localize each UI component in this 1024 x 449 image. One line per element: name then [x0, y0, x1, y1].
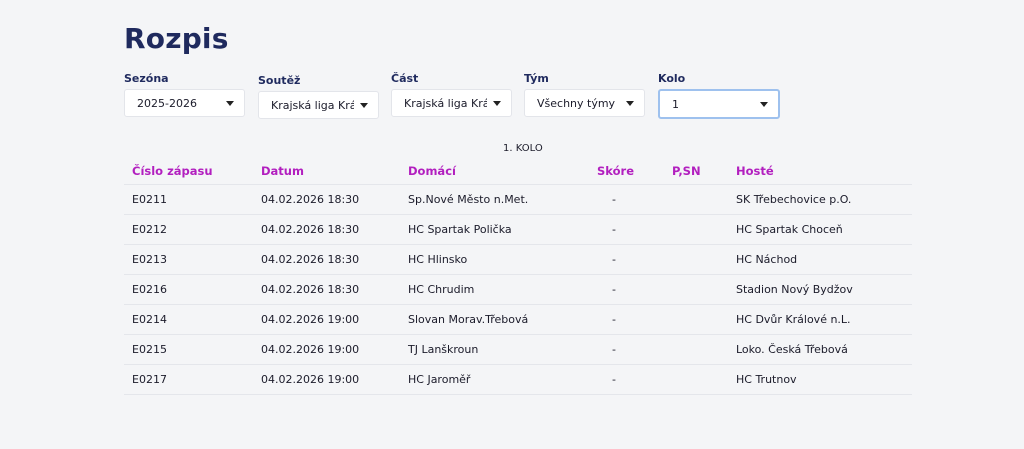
team-label: Tým [524, 72, 549, 85]
psn [672, 244, 736, 275]
home-team: HC Chrudim [408, 274, 597, 305]
away-team: SK Třebechovice p.O. [736, 184, 912, 215]
score: - [597, 304, 672, 335]
col-date[interactable]: Datum [261, 158, 408, 185]
season-value: 2025-2026 [137, 96, 197, 110]
psn [672, 214, 736, 245]
schedule-table: Číslo zápasu Datum Domácí Skóre P,SN Hos… [124, 158, 912, 395]
match-number: E0211 [124, 184, 261, 215]
score: - [597, 244, 672, 275]
match-date: 04.02.2026 19:00 [261, 304, 408, 335]
score: - [597, 274, 672, 305]
team-filter: Tým Všechny týmy [524, 72, 645, 117]
page-title: Rozpis [124, 22, 229, 55]
part-select[interactable]: Krajská liga Královéh [391, 89, 512, 117]
col-home[interactable]: Domácí [408, 158, 597, 185]
chevron-down-icon [360, 102, 368, 108]
away-team: Stadion Nový Bydžov [736, 274, 912, 305]
match-number: E0217 [124, 364, 261, 395]
part-filter: Část Krajská liga Královéh [391, 72, 512, 117]
competition-filter: Soutěž Krajská liga Královéh [258, 74, 379, 119]
col-psn[interactable]: P,SN [672, 158, 736, 185]
round-select[interactable]: 1 [658, 89, 780, 119]
team-select[interactable]: Všechny týmy [524, 89, 645, 117]
round-value: 1 [672, 97, 679, 111]
table-row[interactable]: E0213 04.02.2026 18:30 HC Hlinsko - HC N… [124, 244, 912, 275]
score: - [597, 214, 672, 245]
competition-value: Krajská liga Královéh [271, 98, 354, 112]
home-team: HC Hlinsko [408, 244, 597, 275]
season-label: Sezóna [124, 72, 169, 85]
match-number: E0214 [124, 304, 261, 335]
psn [672, 184, 736, 215]
psn [672, 304, 736, 335]
competition-select[interactable]: Krajská liga Královéh [258, 91, 379, 119]
home-team: HC Spartak Polička [408, 214, 597, 245]
match-date: 04.02.2026 18:30 [261, 214, 408, 245]
chevron-down-icon [493, 100, 501, 106]
match-number: E0215 [124, 334, 261, 365]
match-number: E0216 [124, 274, 261, 305]
away-team: HC Spartak Choceň [736, 214, 912, 245]
table-row[interactable]: E0211 04.02.2026 18:30 Sp.Nové Město n.M… [124, 184, 912, 215]
table-row[interactable]: E0216 04.02.2026 18:30 HC Chrudim - Stad… [124, 274, 912, 305]
psn [672, 364, 736, 395]
match-number: E0213 [124, 244, 261, 275]
match-number: E0212 [124, 214, 261, 245]
match-date: 04.02.2026 19:00 [261, 334, 408, 365]
col-away[interactable]: Hosté [736, 158, 912, 185]
round-label: Kolo [658, 72, 686, 85]
chevron-down-icon [626, 100, 634, 106]
score: - [597, 184, 672, 215]
away-team: Loko. Česká Třebová [736, 334, 912, 365]
home-team: Sp.Nové Město n.Met. [408, 184, 597, 215]
home-team: TJ Lanškroun [408, 334, 597, 365]
score: - [597, 334, 672, 365]
table-row[interactable]: E0217 04.02.2026 19:00 HC Jaroměř - HC T… [124, 364, 912, 395]
col-score[interactable]: Skóre [597, 158, 672, 185]
col-match-number[interactable]: Číslo zápasu [124, 158, 261, 185]
part-value: Krajská liga Královéh [404, 96, 487, 110]
competition-label: Soutěž [258, 74, 301, 87]
score: - [597, 364, 672, 395]
season-select[interactable]: 2025-2026 [124, 89, 245, 117]
table-row[interactable]: E0214 04.02.2026 19:00 Slovan Morav.Třeb… [124, 304, 912, 335]
chevron-down-icon [226, 100, 234, 106]
home-team: Slovan Morav.Třebová [408, 304, 597, 335]
table-row[interactable]: E0212 04.02.2026 18:30 HC Spartak Poličk… [124, 214, 912, 245]
home-team: HC Jaroměř [408, 364, 597, 395]
season-filter: Sezóna 2025-2026 [124, 72, 245, 117]
psn [672, 274, 736, 305]
part-label: Část [391, 72, 419, 85]
table-header-row: Číslo zápasu Datum Domácí Skóre P,SN Hos… [124, 158, 912, 185]
match-date: 04.02.2026 18:30 [261, 184, 408, 215]
match-date: 04.02.2026 18:30 [261, 274, 408, 305]
chevron-down-icon [760, 101, 768, 107]
round-filter: Kolo 1 [658, 72, 780, 119]
table-row[interactable]: E0215 04.02.2026 19:00 TJ Lanškroun - Lo… [124, 334, 912, 365]
away-team: HC Trutnov [736, 364, 912, 395]
match-date: 04.02.2026 18:30 [261, 244, 408, 275]
psn [672, 334, 736, 365]
away-team: HC Náchod [736, 244, 912, 275]
round-heading: 1. KOLO [503, 143, 543, 154]
team-value: Všechny týmy [537, 96, 616, 110]
away-team: HC Dvůr Králové n.L. [736, 304, 912, 335]
match-date: 04.02.2026 19:00 [261, 364, 408, 395]
